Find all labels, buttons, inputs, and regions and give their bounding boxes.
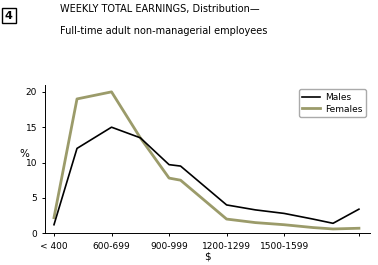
Text: 4: 4 — [5, 11, 13, 21]
Text: Full-time adult non-managerial employees: Full-time adult non-managerial employees — [60, 26, 268, 37]
Y-axis label: %: % — [19, 149, 29, 159]
Text: WEEKLY TOTAL EARNINGS, Distribution—: WEEKLY TOTAL EARNINGS, Distribution— — [60, 4, 260, 14]
Legend: Males, Females: Males, Females — [299, 89, 366, 117]
X-axis label: $: $ — [204, 252, 211, 262]
